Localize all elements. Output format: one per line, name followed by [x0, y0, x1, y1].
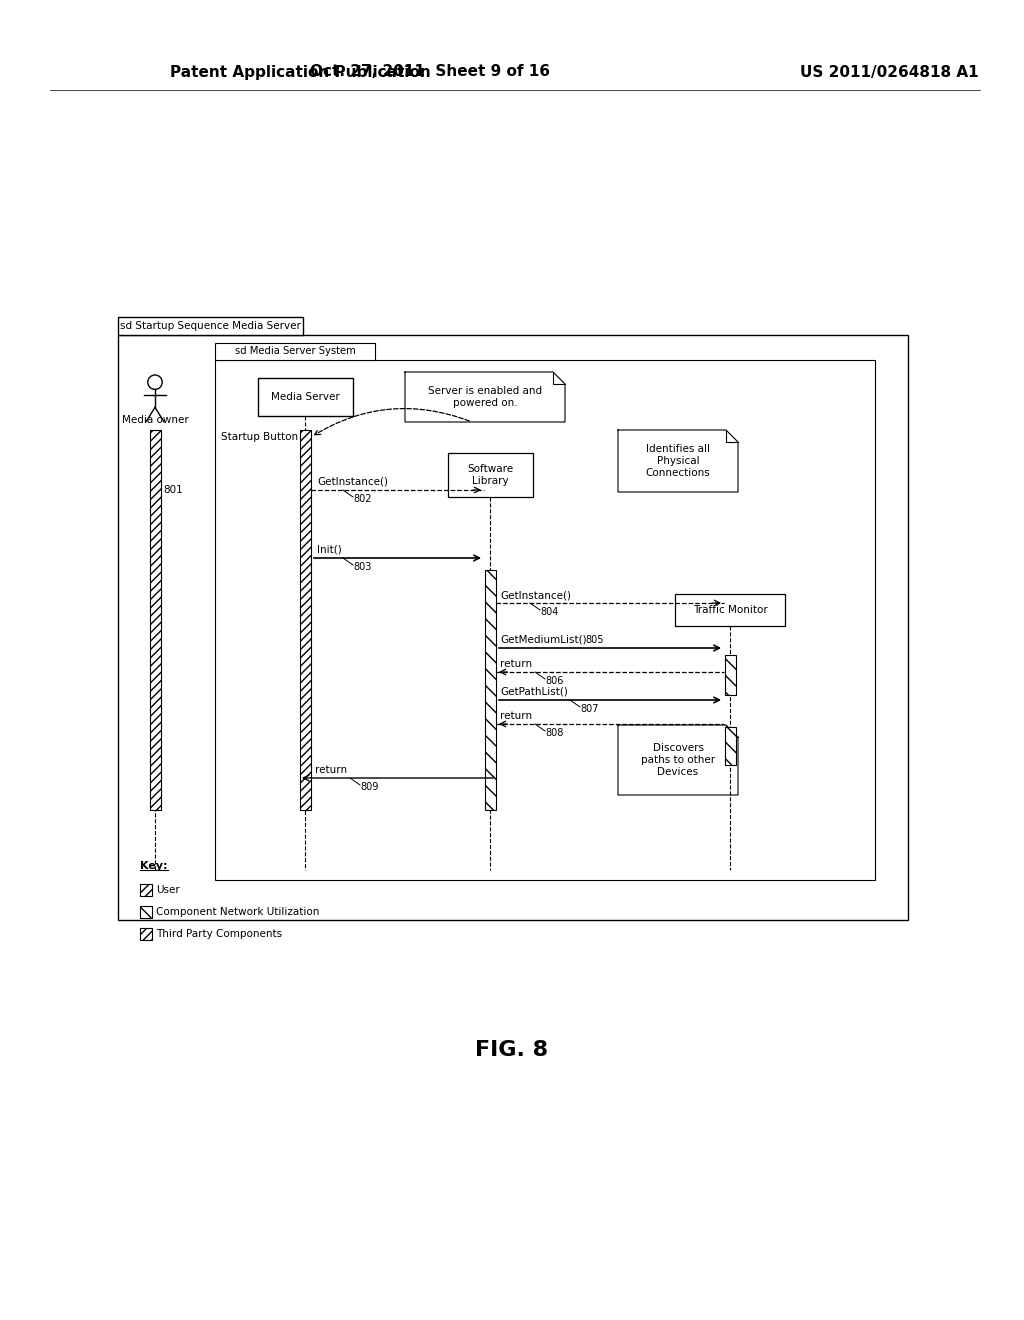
Text: Traffic Monitor: Traffic Monitor: [692, 605, 767, 615]
Text: Identifies all
Physical
Connections: Identifies all Physical Connections: [645, 445, 711, 478]
Text: Key:: Key:: [140, 861, 168, 871]
Text: 805: 805: [585, 635, 603, 645]
Text: Patent Application Publication: Patent Application Publication: [170, 65, 431, 79]
Bar: [150, 430, 161, 810]
Text: sd Startup Sequence Media Server: sd Startup Sequence Media Server: [120, 321, 301, 331]
Text: Software
Library: Software Library: [467, 465, 513, 486]
Text: 808: 808: [545, 729, 563, 738]
Text: Startup Button: Startup Button: [221, 432, 298, 442]
Bar: [118, 335, 908, 920]
Text: sd Media Server System: sd Media Server System: [234, 346, 355, 356]
Text: return: return: [315, 766, 347, 775]
Bar: [484, 570, 496, 810]
Bar: [725, 655, 735, 696]
Text: 807: 807: [580, 704, 598, 714]
Text: FIG. 8: FIG. 8: [475, 1040, 549, 1060]
Bar: [118, 317, 303, 335]
Text: US 2011/0264818 A1: US 2011/0264818 A1: [800, 65, 979, 79]
Bar: [140, 928, 152, 940]
Text: 801: 801: [163, 484, 182, 495]
Bar: [675, 594, 785, 626]
Text: GetInstance(): GetInstance(): [500, 590, 571, 601]
Polygon shape: [618, 725, 738, 795]
Text: return: return: [500, 659, 532, 669]
Bar: [215, 360, 874, 880]
Text: Media owner: Media owner: [122, 414, 188, 425]
Text: 804: 804: [540, 607, 558, 616]
Bar: [140, 906, 152, 917]
Text: 802: 802: [353, 494, 372, 504]
Text: 806: 806: [545, 676, 563, 686]
Text: User: User: [156, 884, 180, 895]
Bar: [215, 343, 375, 360]
Bar: [299, 430, 310, 810]
Text: GetInstance(): GetInstance(): [317, 477, 388, 487]
Bar: [140, 884, 152, 896]
Text: Third Party Components: Third Party Components: [156, 929, 283, 939]
Bar: [449, 453, 534, 498]
Text: Component Network Utilization: Component Network Utilization: [156, 907, 319, 917]
Bar: [725, 727, 735, 766]
Text: Media Server: Media Server: [270, 392, 339, 403]
Text: Oct. 27, 2011  Sheet 9 of 16: Oct. 27, 2011 Sheet 9 of 16: [310, 65, 550, 79]
Text: Init(): Init(): [317, 545, 342, 554]
Polygon shape: [406, 372, 565, 422]
Text: GetMediumList(): GetMediumList(): [500, 635, 587, 645]
Bar: [258, 378, 353, 416]
Text: GetPathList(): GetPathList(): [500, 686, 568, 697]
Polygon shape: [618, 430, 738, 492]
Text: return: return: [500, 711, 532, 721]
Text: 809: 809: [360, 781, 379, 792]
Text: 803: 803: [353, 562, 372, 572]
Text: Server is enabled and
powered on.: Server is enabled and powered on.: [428, 387, 542, 408]
Text: Discovers
paths to other
Devices: Discovers paths to other Devices: [641, 743, 715, 776]
